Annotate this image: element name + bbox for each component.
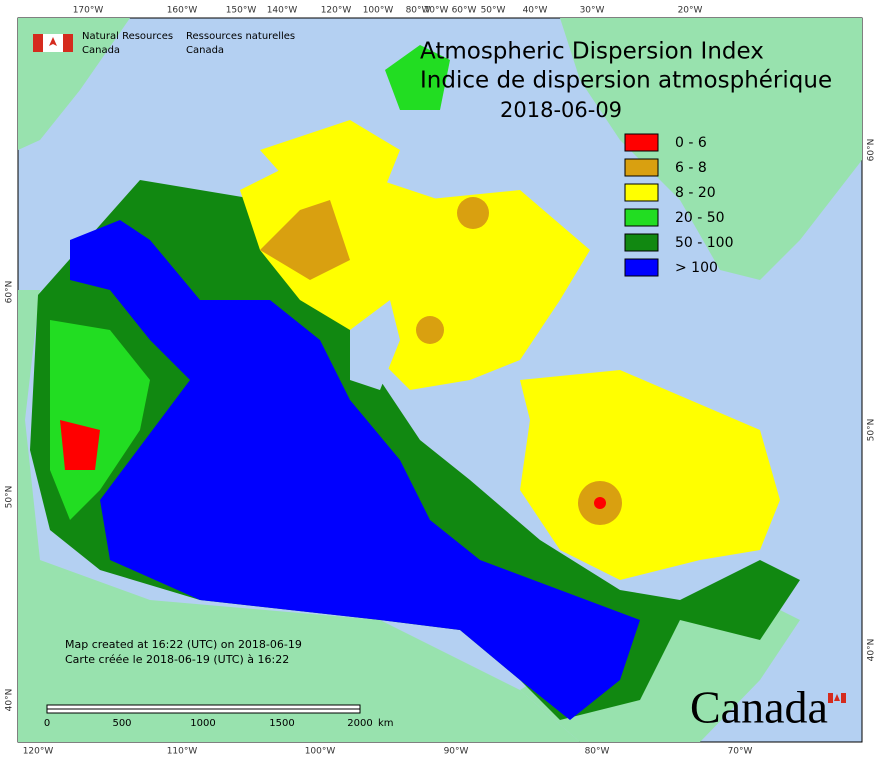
legend-label: 0 - 6 [675, 135, 707, 151]
legend-label: 20 - 50 [675, 210, 725, 226]
legend-swatch [624, 208, 659, 227]
legend-label: 50 - 100 [675, 235, 734, 251]
wordmark: Canada [690, 682, 828, 733]
scale-label: 1500 [269, 718, 294, 729]
title: Atmospheric Dispersion Index [420, 39, 764, 65]
agency-fr: Ressources naturelles [186, 31, 295, 42]
graticule-label: 150°W [226, 6, 257, 16]
graticule-label: 30°W [580, 6, 605, 16]
wordmark-flag [828, 693, 833, 703]
zone-bc-low [60, 420, 100, 470]
legend-label: 6 - 8 [675, 160, 707, 176]
scale-label: 1000 [190, 718, 215, 729]
graticule-label: 70°W [728, 747, 753, 757]
legend-swatch [624, 258, 659, 277]
graticule-label: 60°N [5, 281, 15, 304]
zone-arctic-mid [260, 200, 350, 280]
agency-en: Natural Resources [82, 31, 173, 42]
agency-fr: Canada [186, 45, 224, 56]
zone-hudson-mid [416, 316, 444, 344]
note: Map created at 16:22 (UTC) on 2018-06-19 [65, 638, 302, 651]
hudson-bay [350, 300, 400, 390]
legend-swatch [624, 158, 659, 177]
graticule-label: 100°W [305, 747, 336, 757]
wordmark-leaf [834, 694, 840, 701]
usa-west [18, 290, 580, 742]
zone-high [70, 220, 640, 720]
legend-label: > 100 [675, 260, 718, 276]
scale-label: 0 [44, 718, 50, 729]
ellesmere [385, 45, 450, 110]
graticule-label: 60°W [452, 6, 477, 16]
flag-bar [33, 34, 43, 52]
graticule-label: 100°W [363, 6, 394, 16]
legend-label: 8 - 20 [675, 185, 716, 201]
graticule-label: 50°N [867, 419, 877, 442]
agency-en: Canada [82, 45, 120, 56]
date: 2018-06-09 [500, 98, 622, 122]
graticule-label: 80°W [585, 747, 610, 757]
legend-swatch [624, 233, 659, 252]
legend-swatch [624, 133, 659, 152]
legend-swatch [624, 183, 659, 202]
graticule-label: 120°W [23, 747, 54, 757]
graticule-label: 60°N [867, 139, 877, 162]
subtitle: Indice de dispersion atmosphérique [420, 68, 832, 94]
scale-unit: km [378, 718, 394, 729]
graticule-label: 40°N [5, 689, 15, 712]
arctic-islands [260, 120, 400, 200]
scale-label: 2000 [347, 718, 372, 729]
graticule-label: 50°N [5, 486, 15, 509]
graticule-label: 140°W [267, 6, 298, 16]
zone-baffin-mid [457, 197, 489, 229]
zone-quebec-low [594, 497, 606, 509]
graticule-label: 80°W [406, 6, 431, 16]
wordmark-flag [841, 693, 846, 703]
graticule-label: 20°W [678, 6, 703, 16]
greenland [560, 18, 862, 280]
graticule-label: 110°W [167, 747, 198, 757]
graticule-label: 160°W [167, 6, 198, 16]
flag-leaf [49, 37, 57, 46]
graticule-label: 170°W [73, 6, 104, 16]
graticule-label: 70°W [424, 6, 449, 16]
graticule-label: 50°W [481, 6, 506, 16]
scale-label: 500 [112, 718, 131, 729]
flag-bar [63, 34, 73, 52]
graticule-label: 90°W [444, 747, 469, 757]
graticule-label: 40°W [523, 6, 548, 16]
graticule-label: 40°N [867, 639, 877, 662]
graticule-label: 120°W [321, 6, 352, 16]
note: Carte créée le 2018-06-19 (UTC) à 16:22 [65, 653, 289, 666]
zone-quebec [520, 370, 780, 580]
